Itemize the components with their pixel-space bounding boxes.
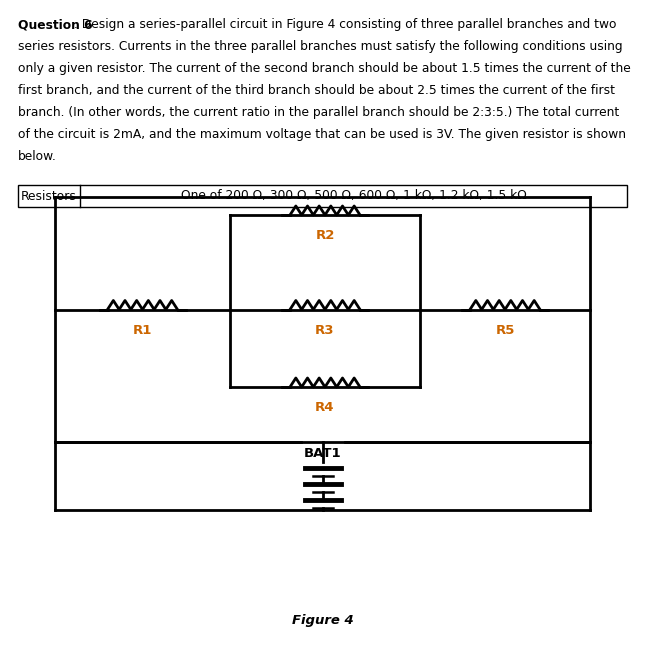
Text: Question 6: Question 6 — [18, 18, 93, 31]
Text: first branch, and the current of the third branch should be about 2.5 times the : first branch, and the current of the thi… — [18, 84, 615, 97]
Bar — [18, 185, 627, 207]
Text: R2: R2 — [315, 229, 335, 242]
Text: only a given resistor. The current of the second branch should be about 1.5 time: only a given resistor. The current of th… — [18, 62, 631, 75]
Text: of the circuit is 2mA, and the maximum voltage that can be used is 3V. The given: of the circuit is 2mA, and the maximum v… — [18, 128, 626, 141]
Text: One of 200 Ω, 300 Ω, 500 Ω, 600 Ω, 1 kΩ, 1.2 kΩ, 1.5 kΩ: One of 200 Ω, 300 Ω, 500 Ω, 600 Ω, 1 kΩ,… — [181, 189, 526, 202]
Text: below.: below. — [18, 150, 57, 163]
Text: branch. (In other words, the current ratio in the parallel branch should be 2:3:: branch. (In other words, the current rat… — [18, 106, 619, 119]
Text: series resistors. Currents in the three parallel branches must satisfy the follo: series resistors. Currents in the three … — [18, 40, 622, 53]
Text: Resistors: Resistors — [21, 189, 77, 202]
Text: Figure 4: Figure 4 — [292, 614, 353, 627]
Text: R3: R3 — [315, 323, 335, 336]
Text: . Design a series-parallel circuit in Figure 4 consisting of three parallel bran: . Design a series-parallel circuit in Fi… — [74, 18, 616, 31]
Text: R1: R1 — [133, 323, 152, 336]
Text: R4: R4 — [315, 401, 335, 414]
Text: R5: R5 — [495, 323, 515, 336]
Text: BAT1: BAT1 — [304, 447, 341, 460]
